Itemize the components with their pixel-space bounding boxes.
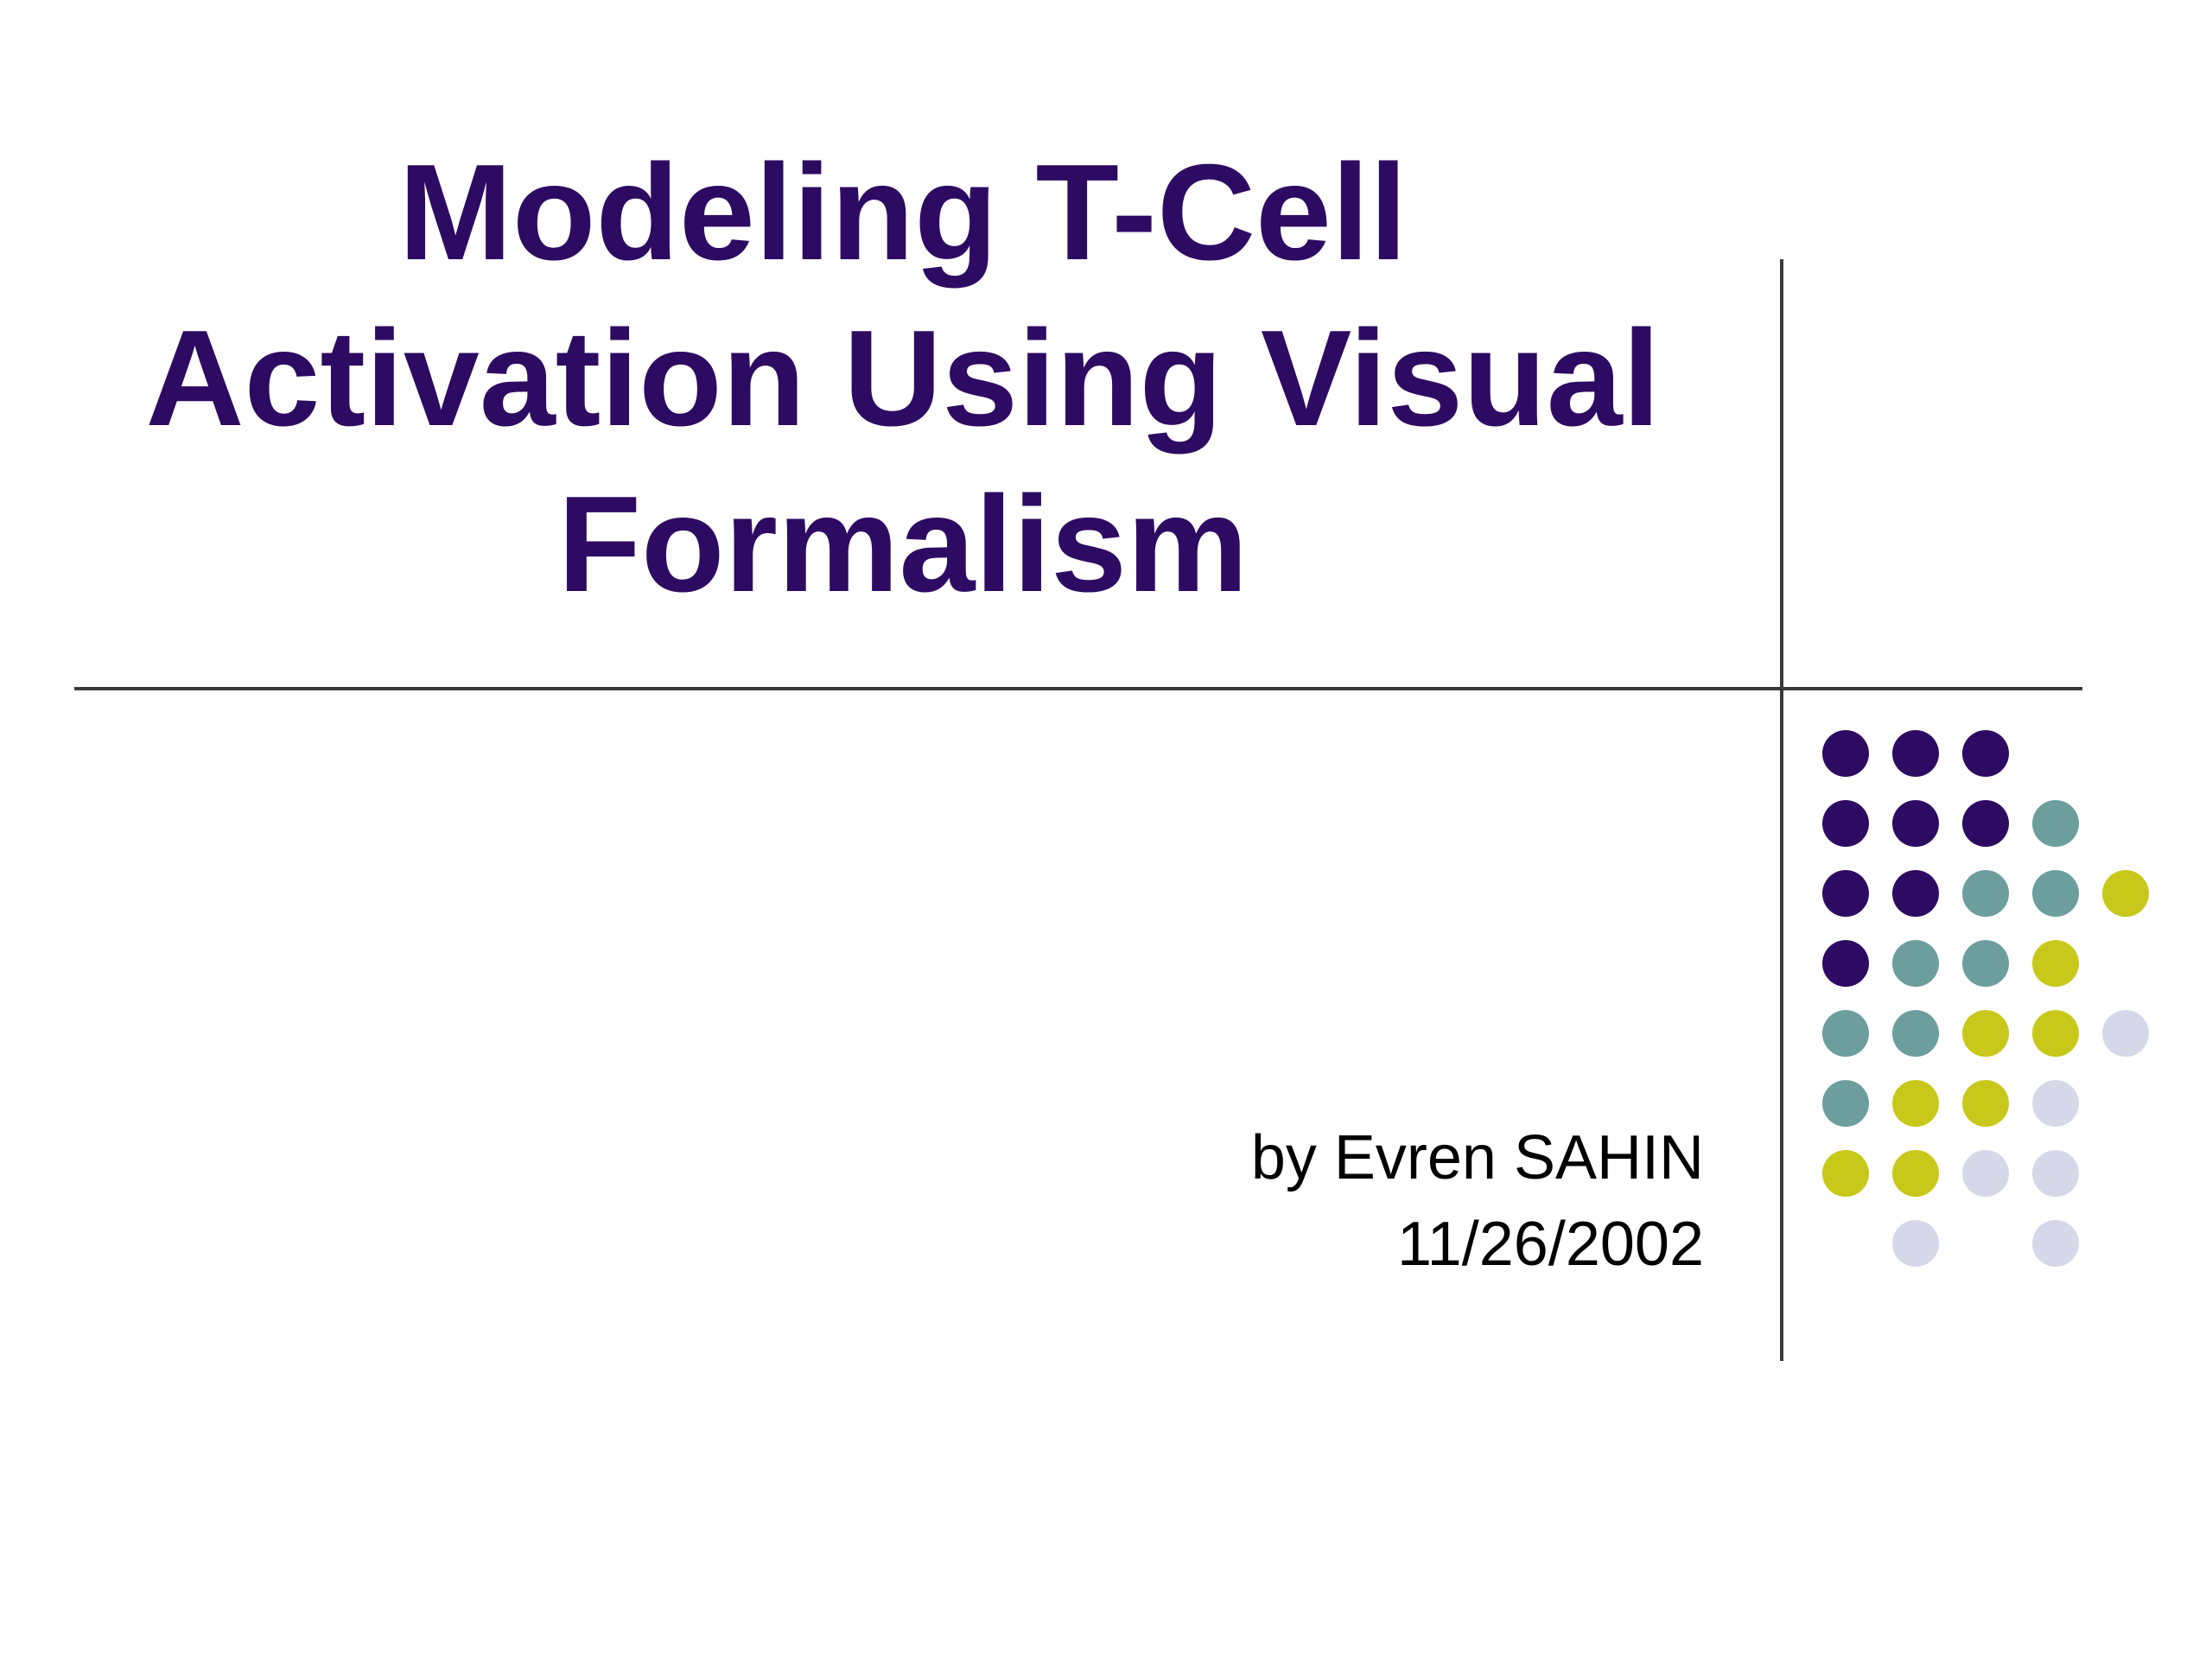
title-line-2: Activation Using Visual: [145, 302, 1661, 454]
vertical-divider: [1780, 259, 1783, 1361]
dot-teal: [2032, 800, 2079, 847]
dot-lavender: [2032, 1150, 2079, 1197]
dot-yellow: [2032, 1010, 2079, 1057]
dot-lavender: [2032, 1220, 2079, 1267]
dot-lavender: [1892, 1220, 1939, 1267]
dot-purple: [1892, 730, 1939, 777]
dot-lavender: [2032, 1080, 2079, 1127]
dot-teal: [1892, 940, 1939, 987]
dot-teal: [1892, 1010, 1939, 1057]
dot-yellow: [2032, 940, 2079, 987]
dot-yellow: [1892, 1150, 1939, 1197]
slide-title: Modeling T-Cell Activation Using Visual …: [121, 130, 1685, 627]
dot-yellow: [1962, 1010, 2009, 1057]
author-text: by Evren SAHIN: [1250, 1123, 1704, 1192]
dot-purple: [1822, 870, 1869, 917]
title-line-1: Modeling T-Cell: [398, 137, 1408, 289]
dot-purple: [1962, 800, 2009, 847]
dot-purple: [1892, 870, 1939, 917]
dot-yellow: [2102, 870, 2149, 917]
dot-yellow: [1822, 1150, 1869, 1197]
horizontal-divider: [74, 687, 2082, 690]
dot-teal: [2032, 870, 2079, 917]
dot-teal: [1822, 1080, 1869, 1127]
dot-lavender: [2102, 1010, 2149, 1057]
dot-purple: [1822, 800, 1869, 847]
dot-teal: [1822, 1010, 1869, 1057]
dot-teal: [1962, 870, 2009, 917]
dot-lavender: [1962, 1150, 2009, 1197]
dot-purple: [1822, 730, 1869, 777]
byline: by Evren SAHIN 11/26/2002: [1251, 1115, 1704, 1287]
date-text: 11/26/2002: [1396, 1210, 1704, 1279]
dot-yellow: [1962, 1080, 2009, 1127]
dot-purple: [1892, 800, 1939, 847]
dot-purple: [1822, 940, 1869, 987]
title-line-3: Formalism: [557, 468, 1249, 620]
dot-purple: [1962, 730, 2009, 777]
dot-yellow: [1892, 1080, 1939, 1127]
dot-teal: [1962, 940, 2009, 987]
